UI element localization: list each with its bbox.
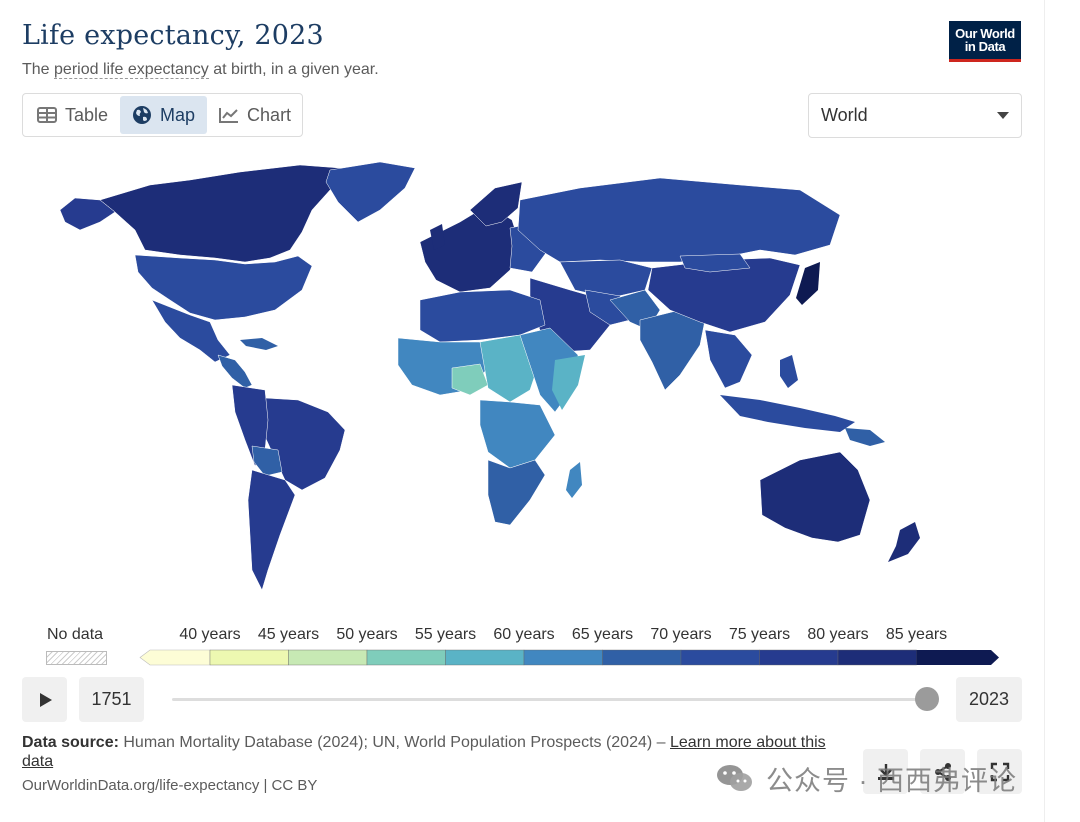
download-button[interactable] [863, 749, 908, 794]
country-canada[interactable] [99, 164, 371, 263]
tab-chart[interactable]: Chart [207, 96, 303, 134]
subtitle-definition-link[interactable]: period life expectancy [54, 61, 209, 79]
country-china[interactable] [647, 257, 801, 333]
region-central-africa[interactable] [479, 399, 556, 469]
page-subtitle: The period life expectancy at birth, in … [22, 61, 379, 79]
timeline-track[interactable] [172, 698, 932, 701]
region-central-america[interactable] [217, 354, 253, 389]
tab-table[interactable]: Table [25, 96, 120, 134]
fullscreen-button[interactable] [977, 749, 1022, 794]
timeline-end-year[interactable]: 2023 [956, 677, 1022, 722]
country-uk[interactable] [430, 224, 445, 250]
country-bolivia[interactable] [251, 445, 283, 477]
tab-table-label: Table [65, 104, 109, 125]
legend-tick-label: 40 years [179, 626, 241, 643]
color-legend: 40 years 45 years 50 years 55 years 60 years… [130, 622, 1000, 670]
subtitle-pre: The [22, 61, 55, 78]
logo-line-1: Our World [955, 26, 1015, 41]
play-icon [40, 692, 52, 707]
view-tabs: Table Map Chart [22, 93, 303, 137]
region-caribbean[interactable] [240, 338, 278, 350]
country-philippines[interactable] [780, 355, 798, 388]
country-greenland[interactable] [325, 161, 416, 223]
legend-bin-4 [445, 649, 525, 666]
legend-tick-label: 55 years [414, 626, 477, 643]
data-source-text: Human Mortality Database (2024); UN, Wor… [118, 734, 670, 751]
data-source-label: Data source: [22, 734, 119, 751]
chevron-down-icon [997, 112, 1009, 119]
region-select[interactable]: World [808, 93, 1022, 138]
legend-tick-label: 85 years [885, 626, 948, 643]
logo-line-2: in Data [964, 39, 1006, 54]
region-select-value: World [821, 105, 868, 125]
tab-chart-label: Chart [247, 104, 292, 125]
page-title: Life expectancy, 2023 [22, 20, 324, 51]
fullscreen-icon [990, 762, 1009, 781]
country-alaska[interactable] [59, 197, 116, 231]
region-indonesia[interactable] [720, 395, 855, 432]
country-mongolia[interactable] [679, 253, 751, 273]
legend-tick-label: 60 years [493, 626, 555, 643]
region-north-africa[interactable] [419, 289, 546, 343]
country-australia[interactable] [759, 451, 871, 543]
timeline: 1751 2023 [22, 677, 1022, 722]
country-united-states[interactable] [134, 254, 313, 321]
wechat-icon [717, 765, 752, 791]
learn-more-link[interactable]: Learn more about this data [22, 734, 826, 770]
timeline-handle[interactable] [915, 687, 939, 711]
legend-bin-9 [837, 649, 917, 666]
legend-tick-label: 70 years [650, 626, 712, 643]
legend-tick-label: 45 years [257, 626, 320, 643]
region-southern-africa[interactable] [487, 459, 546, 526]
region-southern-cone[interactable] [247, 469, 296, 591]
data-source: Data source: Human Mortality Database (2… [22, 733, 852, 771]
country-brazil[interactable] [261, 397, 346, 491]
page-url[interactable]: OurWorldinData.org/life-expectancy | CC … [22, 777, 318, 794]
country-madagascar[interactable] [566, 462, 582, 498]
watermark: 公众号 · 西西弗评论 [716, 758, 1017, 798]
legend-no-data-swatch [46, 651, 107, 665]
legend-bin-5 [523, 649, 603, 666]
legend-bin-0 [139, 649, 211, 666]
country-papua-new-guinea[interactable] [845, 428, 885, 446]
country-new-zealand[interactable] [888, 522, 920, 562]
legend-bar [139, 649, 999, 666]
country-russia[interactable] [517, 177, 841, 263]
region-southeast-asia[interactable] [704, 329, 753, 389]
legend-bin-8 [759, 649, 839, 666]
legend-bin-10 [916, 650, 999, 665]
country-india[interactable] [639, 309, 706, 391]
download-icon [877, 763, 894, 780]
watermark-text: 公众号 · 西西弗评论 [766, 765, 1017, 796]
table-icon [37, 107, 57, 123]
owid-logo[interactable]: Our World in Data [949, 21, 1021, 62]
share-icon [934, 762, 951, 781]
legend-bin-2 [288, 649, 368, 666]
share-button[interactable] [920, 749, 965, 794]
world-map[interactable] [40, 150, 1000, 610]
line-chart-icon [219, 108, 239, 123]
country-nigeria[interactable] [451, 363, 489, 396]
subtitle-post: at birth, in a given year. [208, 61, 379, 78]
country-somalia[interactable] [552, 355, 585, 410]
country-japan[interactable] [796, 262, 820, 305]
legend-bin-6 [602, 649, 682, 666]
tab-map[interactable]: Map [120, 96, 208, 134]
legend-tick-label: 65 years [571, 626, 634, 643]
globe-icon [133, 106, 152, 124]
legend-bin-7 [680, 649, 760, 666]
legend-bin-1 [209, 649, 289, 666]
right-edge-divider [1044, 0, 1045, 822]
timeline-start-year[interactable]: 1751 [79, 677, 144, 722]
legend-no-data-label: No data [47, 626, 104, 643]
legend-tick-label: 50 years [336, 626, 398, 643]
region-scandinavia[interactable] [469, 181, 523, 227]
tab-map-label: Map [160, 104, 196, 125]
legend-bin-3 [366, 649, 446, 666]
legend-tick-label: 75 years [728, 626, 791, 643]
legend-tick-label: 80 years [807, 626, 869, 643]
play-button[interactable] [22, 677, 67, 722]
